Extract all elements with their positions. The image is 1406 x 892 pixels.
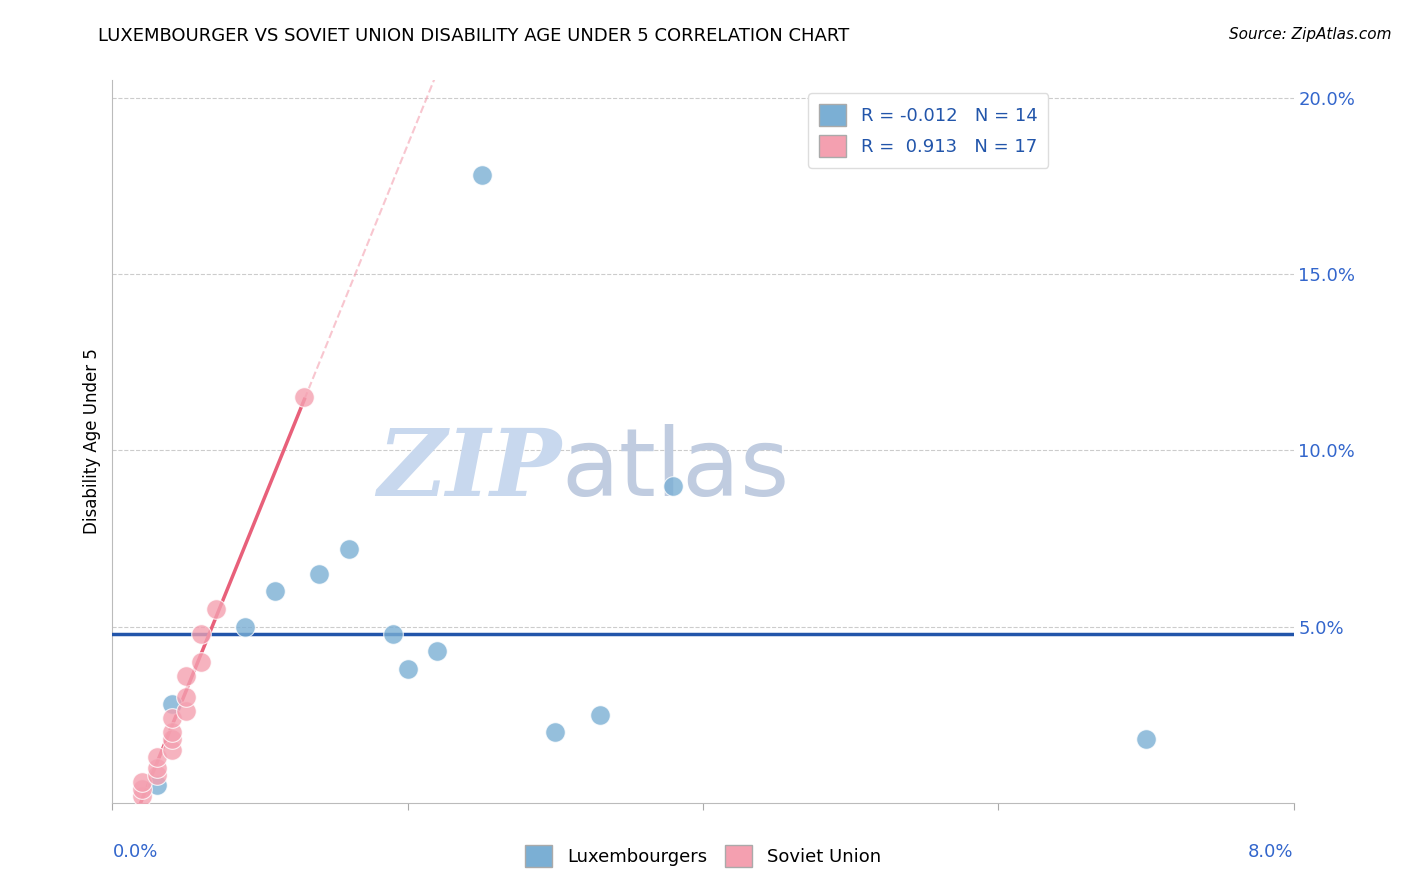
Point (382, 626, 405, 640)
Point (308, 566, 330, 581)
Text: 0.0%: 0.0% (112, 843, 157, 861)
Point (1135, 732, 1157, 747)
Point (426, 644, 449, 658)
Point (588, 707, 610, 722)
Point (205, 602, 228, 616)
Point (146, 750, 169, 764)
Point (471, 169, 494, 183)
Text: 8.0%: 8.0% (1249, 843, 1294, 861)
Point (160, 711, 183, 725)
Point (160, 725, 183, 739)
Text: atlas: atlas (561, 425, 790, 516)
Point (131, 781, 153, 796)
Text: ZIP: ZIP (377, 425, 561, 516)
Point (233, 619, 256, 633)
Point (174, 704, 197, 718)
Point (174, 669, 197, 683)
Point (264, 584, 287, 599)
Text: LUXEMBOURGER VS SOVIET UNION DISABILITY AGE UNDER 5 CORRELATION CHART: LUXEMBOURGER VS SOVIET UNION DISABILITY … (98, 27, 849, 45)
Point (160, 697, 183, 711)
Point (292, 391, 315, 405)
Text: Source: ZipAtlas.com: Source: ZipAtlas.com (1229, 27, 1392, 42)
Point (146, 778, 169, 792)
Point (131, 774, 153, 789)
Point (160, 732, 183, 747)
Point (131, 789, 153, 803)
Point (174, 690, 197, 704)
Y-axis label: Disability Age Under 5: Disability Age Under 5 (83, 349, 101, 534)
Legend: R = -0.012   N = 14, R =  0.913   N = 17: R = -0.012 N = 14, R = 0.913 N = 17 (808, 93, 1049, 168)
Point (396, 662, 419, 676)
Point (190, 655, 212, 669)
Point (337, 542, 360, 557)
Point (190, 626, 212, 640)
Point (146, 767, 169, 781)
Point (146, 760, 169, 774)
Legend: Luxembourgers, Soviet Union: Luxembourgers, Soviet Union (517, 838, 889, 874)
Point (544, 725, 567, 739)
Point (160, 743, 183, 757)
Point (662, 478, 685, 492)
